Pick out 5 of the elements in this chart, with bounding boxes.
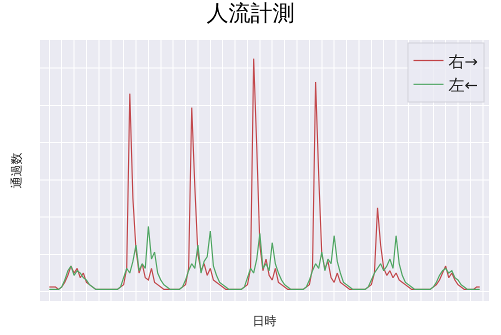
x-axis-title: 日時 (252, 314, 276, 328)
chart-title: 人流計測 (206, 1, 294, 26)
legend-label: 左← (448, 76, 478, 95)
legend-label: 右→ (448, 52, 478, 71)
y-axis-title: 通過数 (9, 152, 24, 188)
